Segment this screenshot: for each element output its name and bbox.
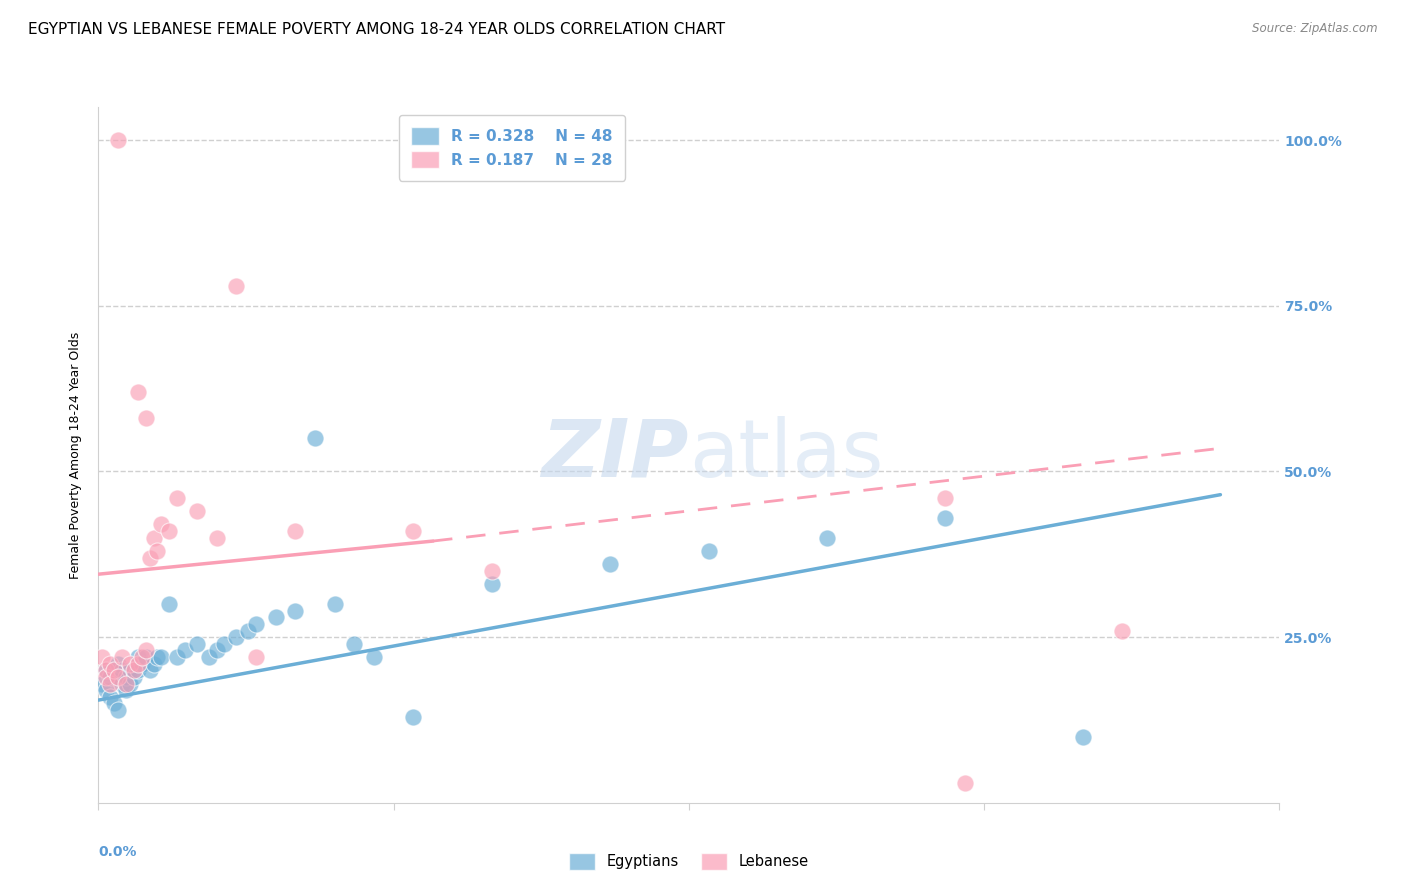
Point xyxy=(135,411,157,425)
Point xyxy=(815,531,838,545)
Point xyxy=(91,650,114,665)
Point xyxy=(343,637,366,651)
Point xyxy=(122,663,145,677)
Point xyxy=(107,670,129,684)
Point xyxy=(186,637,208,651)
Point xyxy=(96,663,118,677)
Point xyxy=(284,604,307,618)
Point xyxy=(1111,624,1133,638)
Point xyxy=(96,663,118,677)
Point xyxy=(481,564,503,578)
Point xyxy=(138,663,160,677)
Point xyxy=(150,517,173,532)
Point xyxy=(98,690,121,704)
Point xyxy=(174,643,197,657)
Text: EGYPTIAN VS LEBANESE FEMALE POVERTY AMONG 18-24 YEAR OLDS CORRELATION CHART: EGYPTIAN VS LEBANESE FEMALE POVERTY AMON… xyxy=(28,22,725,37)
Point xyxy=(363,650,385,665)
Point xyxy=(91,676,114,690)
Point xyxy=(1071,730,1094,744)
Point xyxy=(214,637,236,651)
Point xyxy=(107,703,129,717)
Point xyxy=(166,491,188,505)
Point xyxy=(103,663,125,677)
Point xyxy=(138,550,160,565)
Point xyxy=(135,643,157,657)
Point xyxy=(284,524,307,538)
Point xyxy=(96,683,118,698)
Point xyxy=(111,650,134,665)
Point xyxy=(127,384,149,399)
Point xyxy=(599,558,621,572)
Point xyxy=(111,676,134,690)
Text: atlas: atlas xyxy=(689,416,883,494)
Point xyxy=(146,544,169,558)
Point xyxy=(402,524,425,538)
Point xyxy=(197,650,219,665)
Point xyxy=(135,650,157,665)
Point xyxy=(205,531,228,545)
Point xyxy=(186,504,208,518)
Point xyxy=(98,657,121,671)
Point xyxy=(934,511,956,525)
Point xyxy=(127,663,149,677)
Point xyxy=(98,676,121,690)
Point xyxy=(115,683,138,698)
Point xyxy=(953,776,976,790)
Point xyxy=(111,663,134,677)
Text: Source: ZipAtlas.com: Source: ZipAtlas.com xyxy=(1253,22,1378,36)
Point xyxy=(115,670,138,684)
Point xyxy=(115,676,138,690)
Point xyxy=(166,650,188,665)
Point xyxy=(118,657,141,671)
Legend: Egyptians, Lebanese: Egyptians, Lebanese xyxy=(562,847,815,876)
Text: ZIP: ZIP xyxy=(541,416,689,494)
Point xyxy=(131,650,153,665)
Point xyxy=(107,670,129,684)
Point xyxy=(107,657,129,671)
Point xyxy=(481,577,503,591)
Point xyxy=(118,663,141,677)
Point xyxy=(150,650,173,665)
Point xyxy=(142,657,165,671)
Point xyxy=(205,643,228,657)
Point xyxy=(225,279,247,293)
Point xyxy=(402,709,425,723)
Point xyxy=(934,491,956,505)
Point xyxy=(127,650,149,665)
Point xyxy=(118,676,141,690)
Point xyxy=(103,663,125,677)
Point xyxy=(245,650,267,665)
Point xyxy=(264,610,287,624)
Point xyxy=(142,531,165,545)
Point xyxy=(236,624,259,638)
Point xyxy=(146,650,169,665)
Point xyxy=(304,431,326,445)
Point xyxy=(697,544,720,558)
Text: 0.0%: 0.0% xyxy=(98,845,136,858)
Point xyxy=(96,670,118,684)
Point xyxy=(107,133,129,147)
Point xyxy=(103,697,125,711)
Point xyxy=(245,616,267,631)
Point xyxy=(157,597,180,611)
Point xyxy=(131,657,153,671)
Point xyxy=(127,657,149,671)
Point xyxy=(98,670,121,684)
Point xyxy=(157,524,180,538)
Y-axis label: Female Poverty Among 18-24 Year Olds: Female Poverty Among 18-24 Year Olds xyxy=(69,331,83,579)
Point xyxy=(122,670,145,684)
Point xyxy=(323,597,346,611)
Point xyxy=(225,630,247,644)
